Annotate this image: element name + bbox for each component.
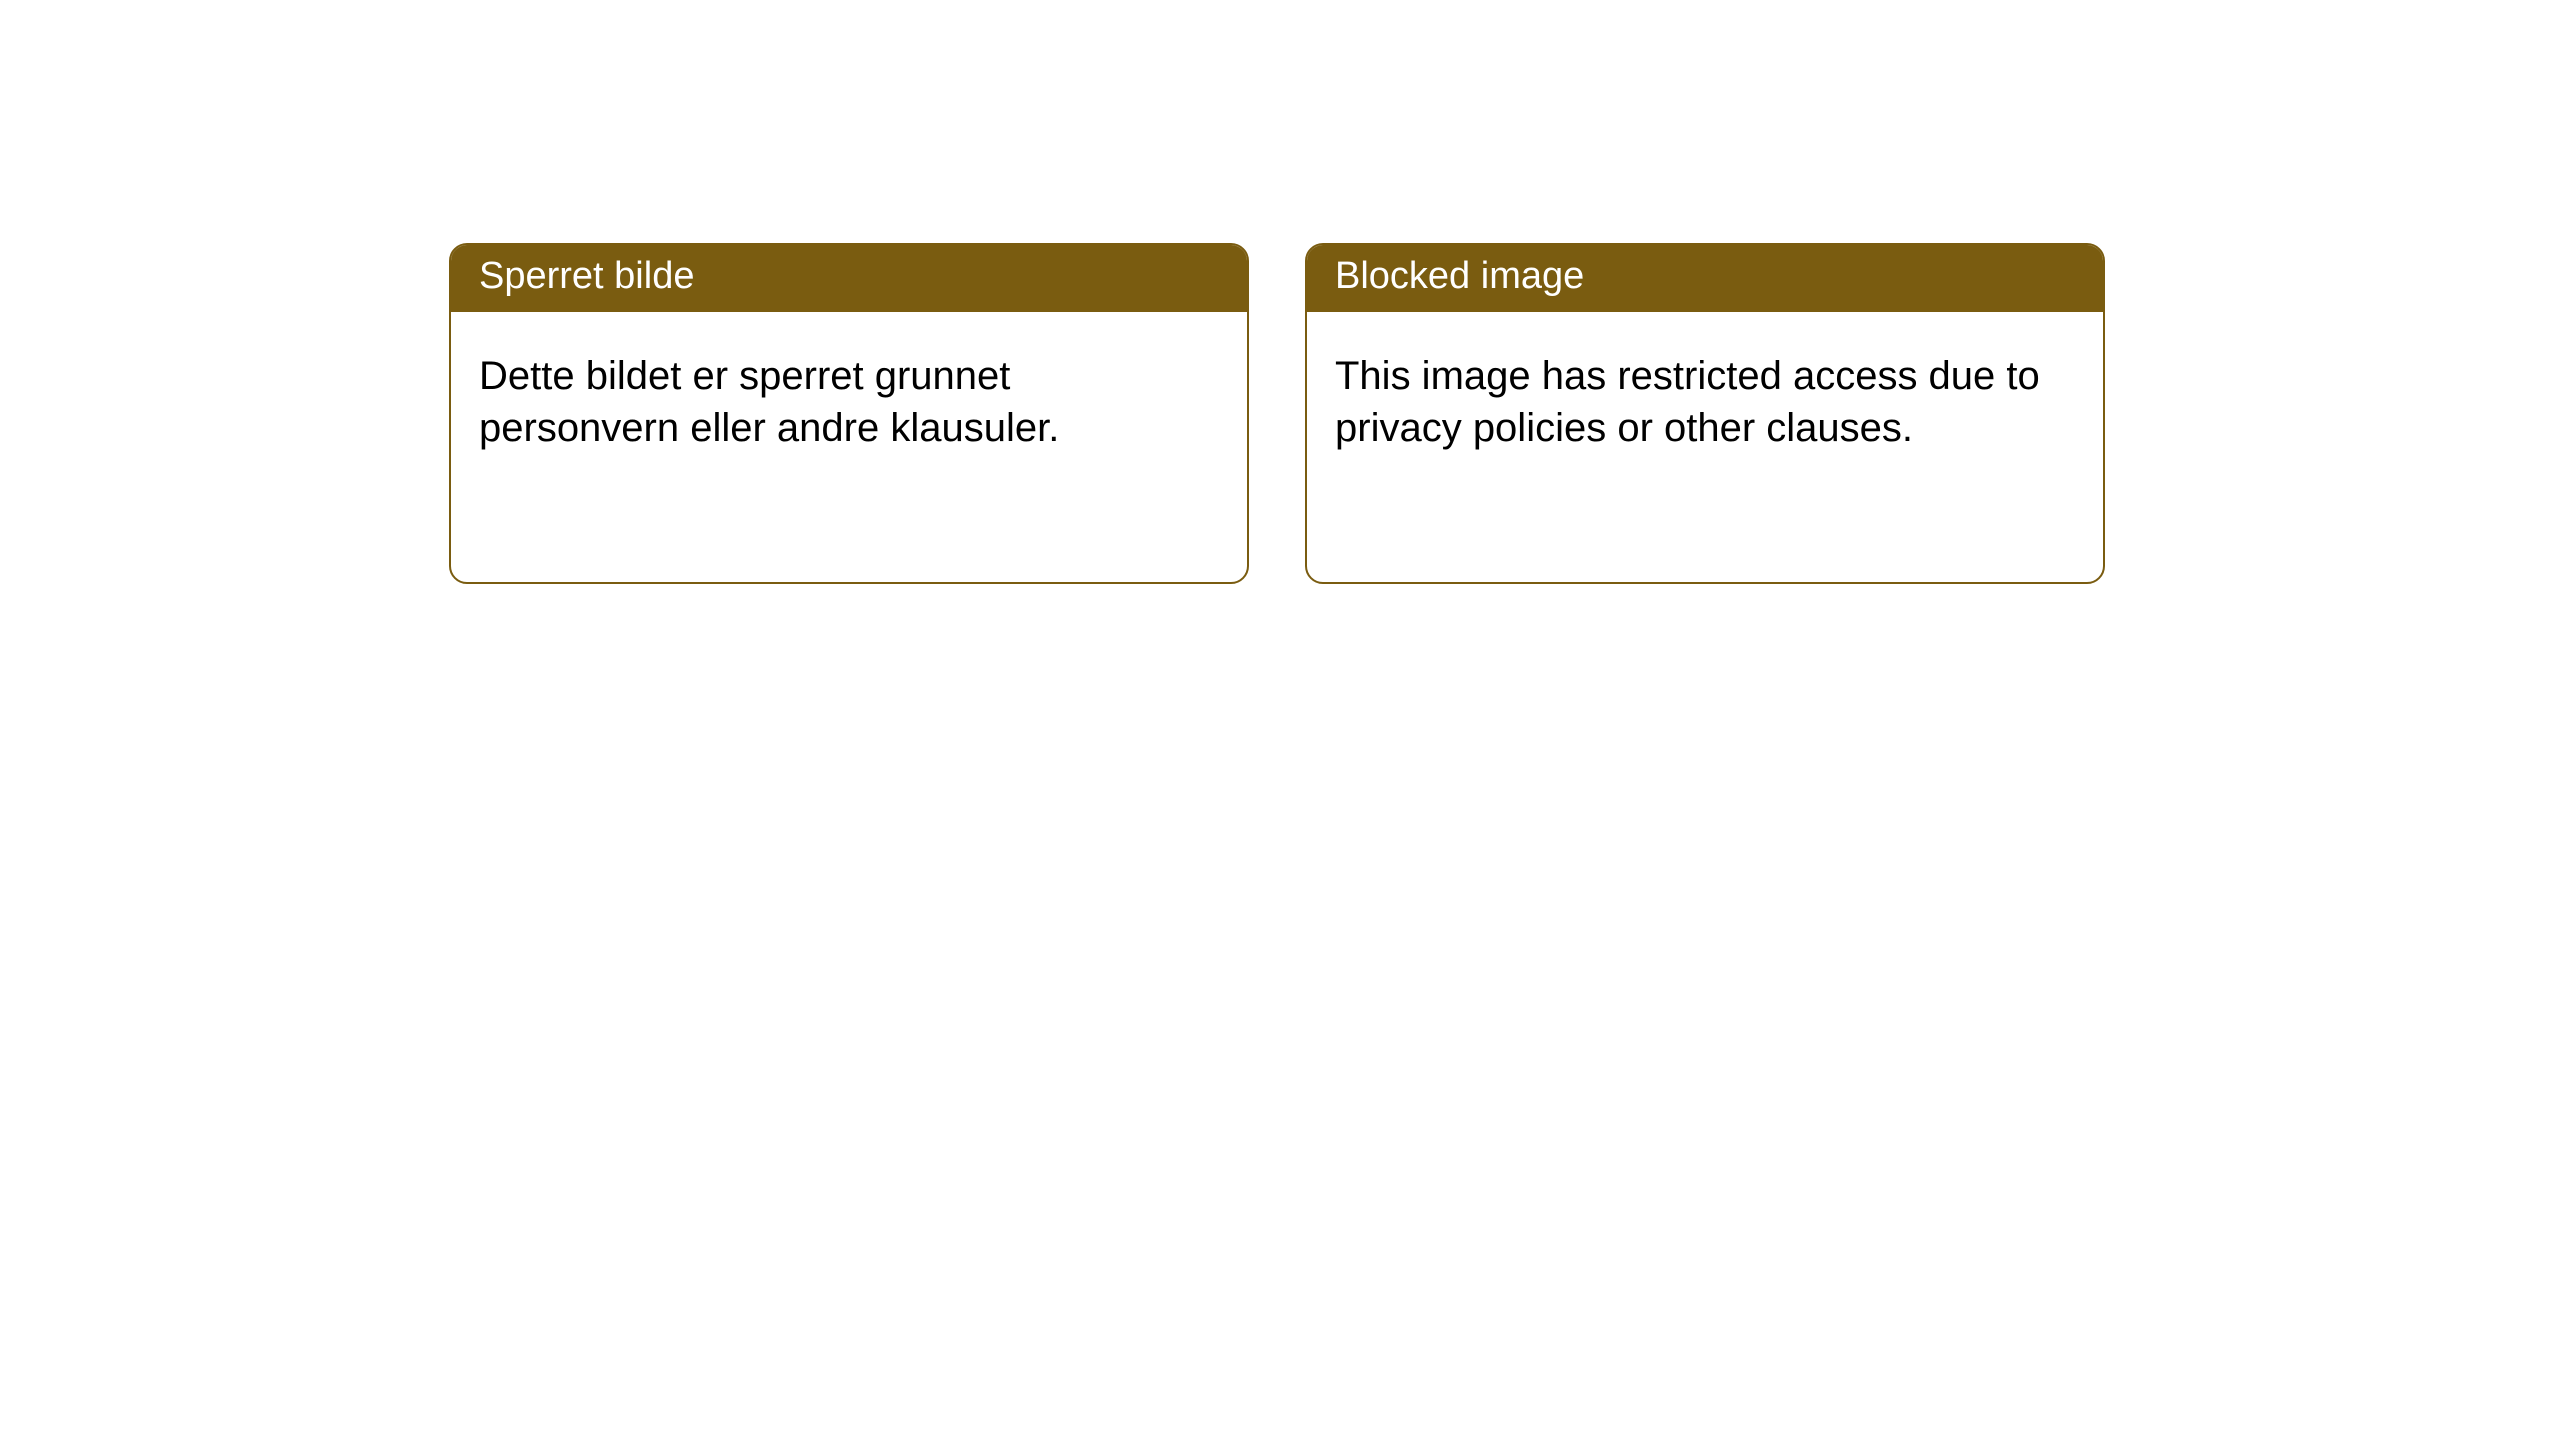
notice-card-body: This image has restricted access due to … bbox=[1307, 312, 2103, 582]
notice-card-norwegian: Sperret bilde Dette bildet er sperret gr… bbox=[449, 243, 1249, 584]
notice-card-english: Blocked image This image has restricted … bbox=[1305, 243, 2105, 584]
notice-card-body: Dette bildet er sperret grunnet personve… bbox=[451, 312, 1247, 582]
notice-message: This image has restricted access due to … bbox=[1335, 354, 2040, 450]
notice-card-header: Sperret bilde bbox=[451, 245, 1247, 312]
notice-title: Blocked image bbox=[1335, 255, 1584, 297]
notice-container: Sperret bilde Dette bildet er sperret gr… bbox=[449, 243, 2105, 584]
notice-title: Sperret bilde bbox=[479, 255, 694, 297]
notice-card-header: Blocked image bbox=[1307, 245, 2103, 312]
notice-message: Dette bildet er sperret grunnet personve… bbox=[479, 354, 1059, 450]
